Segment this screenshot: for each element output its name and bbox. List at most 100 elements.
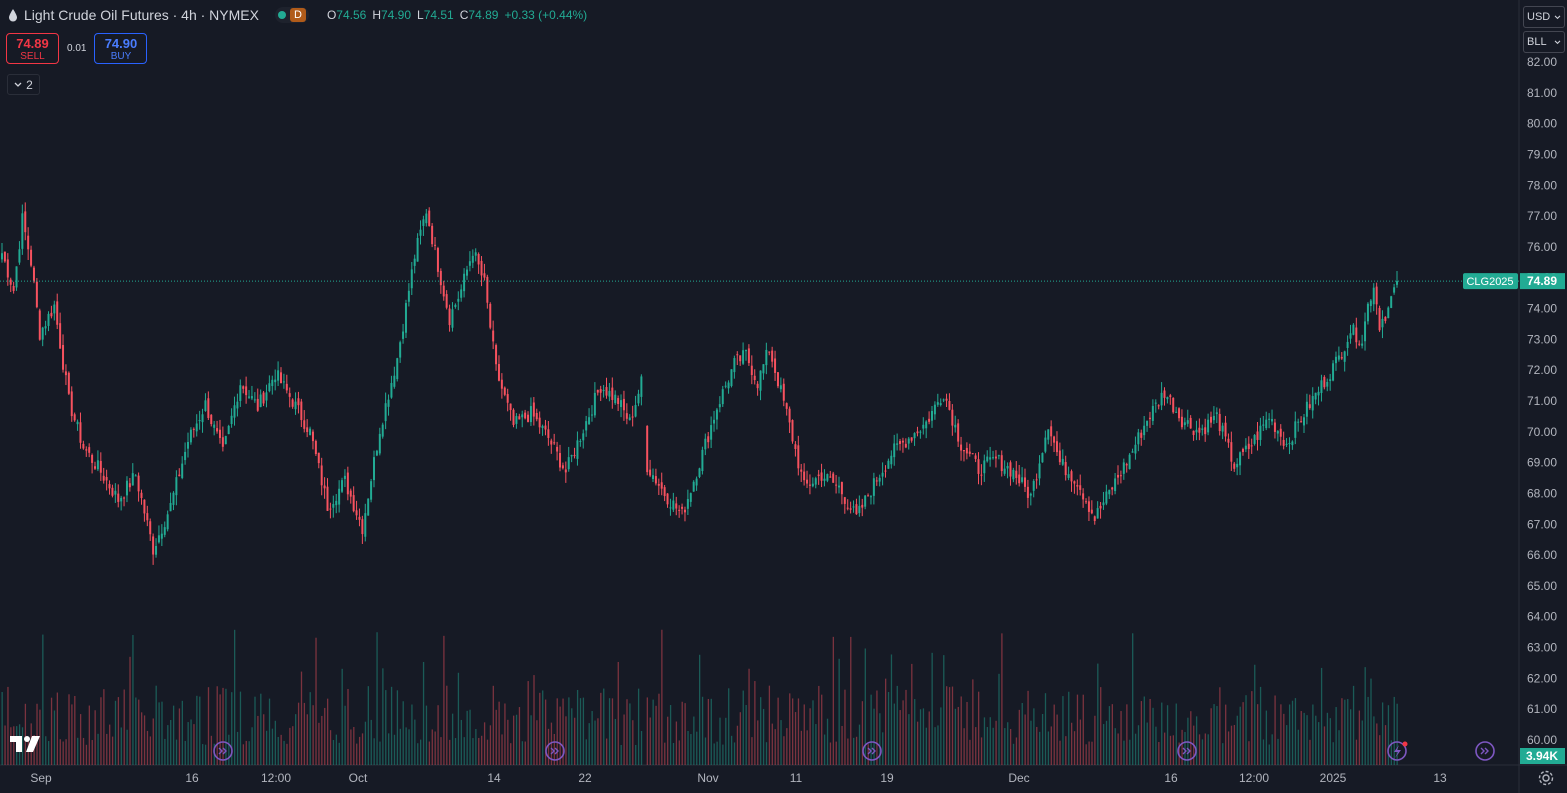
candle-body <box>207 398 210 418</box>
candle <box>24 202 27 241</box>
candle-body <box>506 394 509 403</box>
candle-body <box>890 455 893 465</box>
candle-body <box>91 454 94 463</box>
candle-body <box>1166 397 1169 400</box>
candle-body <box>785 403 788 409</box>
volume-bar <box>667 716 669 765</box>
volume-bar <box>103 689 105 765</box>
candle <box>901 437 904 453</box>
volume-bar <box>975 727 977 765</box>
candle-body <box>30 249 33 266</box>
event-arrow-icon[interactable] <box>545 741 565 761</box>
candle <box>1215 407 1218 423</box>
candle <box>73 412 76 422</box>
candle-body <box>750 365 753 376</box>
candle <box>285 374 288 394</box>
buy-button[interactable]: 74.90 BUY <box>94 33 148 64</box>
candle-body <box>652 475 654 479</box>
volume-bar <box>1132 633 1134 765</box>
candle <box>123 496 126 507</box>
candle-body <box>599 389 602 393</box>
candle-body <box>1175 411 1178 413</box>
volume-bar <box>21 727 24 765</box>
sell-button[interactable]: 74.89 SELL <box>6 33 59 64</box>
candle-body <box>1058 450 1061 463</box>
volume-bar <box>109 724 111 765</box>
volume-bar <box>1242 702 1244 765</box>
candle-body <box>1364 321 1367 342</box>
price-tick-label: 81.00 <box>1527 86 1557 100</box>
symbol-title[interactable]: Light Crude Oil Futures · 4h · NYMEX <box>24 7 259 23</box>
candle <box>434 236 437 251</box>
event-arrow-icon[interactable] <box>213 741 233 761</box>
candle <box>1366 302 1369 325</box>
lightning-icon[interactable] <box>1387 741 1408 761</box>
candle-body <box>117 493 120 502</box>
candle <box>550 438 553 454</box>
event-arrow-icon[interactable] <box>862 741 882 761</box>
candle-body <box>224 436 227 445</box>
candle-body <box>163 527 166 535</box>
candle-body <box>297 398 300 406</box>
volume-bar <box>661 629 663 765</box>
candle <box>896 433 899 451</box>
candle <box>1111 486 1114 496</box>
volume-bar <box>902 700 904 765</box>
candle <box>532 397 535 426</box>
candle <box>125 476 128 503</box>
candle <box>1224 415 1227 442</box>
candle <box>221 426 224 452</box>
candle-body <box>483 273 486 278</box>
volume-bar <box>1277 738 1279 765</box>
gear-icon[interactable] <box>1537 769 1555 787</box>
volume-bar <box>91 740 93 765</box>
volume-bar <box>318 722 320 765</box>
candle <box>657 478 660 496</box>
candle <box>1305 393 1308 425</box>
candle <box>564 461 567 483</box>
candle <box>99 452 102 481</box>
candle <box>1137 428 1140 452</box>
candle-body <box>140 492 143 499</box>
volume-bar <box>1350 709 1352 765</box>
candle-body <box>175 477 178 496</box>
candle-body <box>114 490 117 495</box>
candle <box>373 450 375 488</box>
volume-bar <box>486 739 489 765</box>
event-arrow-icon[interactable] <box>1177 741 1197 761</box>
volume-bar <box>277 736 279 765</box>
event-arrow-icon[interactable] <box>1475 741 1495 761</box>
candle-body <box>553 442 556 444</box>
candle <box>890 450 893 469</box>
market-status[interactable]: D <box>274 7 309 23</box>
candle <box>538 411 541 434</box>
candle-body <box>218 429 221 438</box>
candle <box>207 391 210 421</box>
candle-body <box>710 425 713 440</box>
candle <box>753 369 756 385</box>
volume-bar <box>1161 702 1163 765</box>
candle <box>556 441 559 461</box>
currency-select[interactable]: USD <box>1523 6 1565 28</box>
volume-bar <box>771 723 773 765</box>
volume-bar <box>730 735 733 765</box>
volume-bar <box>1320 667 1323 765</box>
candle <box>1024 468 1026 493</box>
unit-select[interactable]: BLL <box>1523 31 1565 53</box>
candle <box>835 475 838 494</box>
candle-body <box>1372 287 1375 305</box>
volume-bar <box>786 728 788 765</box>
volume-bar <box>341 668 343 765</box>
candle <box>1018 464 1021 487</box>
candle-body <box>1160 392 1163 406</box>
tradingview-logo[interactable] <box>10 736 42 752</box>
volume-bar <box>428 741 431 765</box>
candle-body <box>152 536 155 555</box>
volume-bar <box>111 736 114 765</box>
volume-bar <box>117 697 120 765</box>
volume-bar <box>187 722 189 765</box>
candle-body <box>335 500 338 506</box>
indicators-toggle[interactable]: 2 <box>7 74 40 95</box>
candle-body <box>843 497 846 504</box>
